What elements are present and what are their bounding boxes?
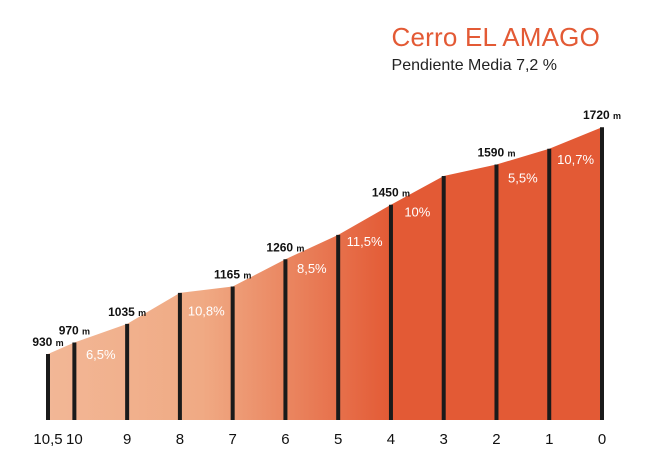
grade-label: 6,5% <box>86 347 116 362</box>
grade-label: 8,5% <box>297 261 327 276</box>
altitude-label: 930 m <box>32 335 63 349</box>
altitude-label: 1720 m <box>583 108 621 122</box>
km-tick-label: 10 <box>66 431 83 448</box>
km-tick-label: 9 <box>123 431 131 448</box>
km-tick-label: 1 <box>545 431 553 448</box>
km-tick-label: 3 <box>440 431 448 448</box>
km-tick-label: 10,5 <box>33 431 62 448</box>
grade-label: 10,7% <box>557 152 594 167</box>
altitude-label: 1035 m <box>108 305 146 319</box>
km-tick-label: 8 <box>176 431 184 448</box>
km-tick-label: 6 <box>281 431 289 448</box>
chart-subtitle: Pendiente Media 7,2 % <box>391 57 557 74</box>
altitude-label: 1165 m <box>214 268 251 282</box>
km-tick-label: 7 <box>228 431 236 448</box>
grade-label: 10,8% <box>188 304 225 319</box>
km-tick-label: 4 <box>387 431 395 448</box>
chart-title: Cerro EL AMAGO <box>391 22 600 52</box>
altitude-label: 1450 m <box>372 186 410 200</box>
altitude-label: 970 m <box>59 324 90 338</box>
profile-area-light <box>48 204 391 420</box>
km-tick-label: 0 <box>598 431 606 448</box>
km-tick-label: 5 <box>334 431 342 448</box>
grade-label: 10% <box>404 204 430 219</box>
km-tick-label: 2 <box>492 431 500 448</box>
grade-label: 5,5% <box>508 171 538 186</box>
altitude-label: 1260 m <box>266 240 304 254</box>
grade-label: 11,5% <box>347 234 383 249</box>
title-block: Cerro EL AMAGO Pendiente Media 7,2 % <box>392 22 600 75</box>
altitude-label: 1590 m <box>477 146 515 160</box>
